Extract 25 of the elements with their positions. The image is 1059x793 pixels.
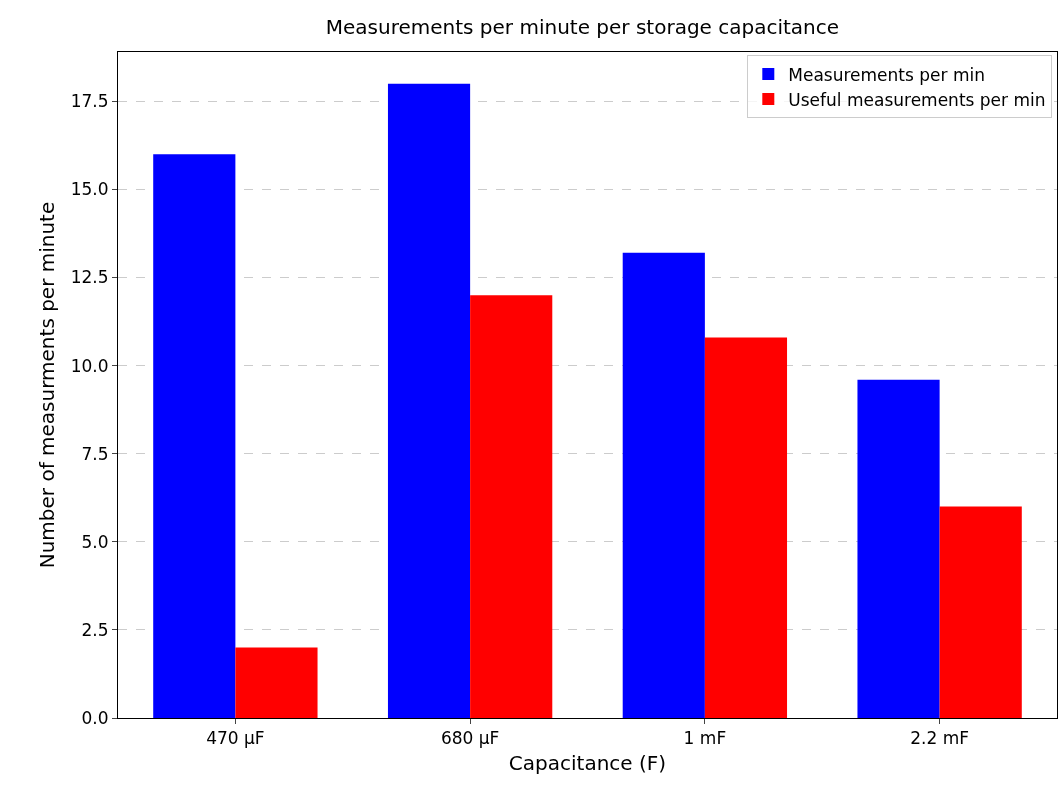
chart-title: Measurements per minute per storage capacitance [325, 14, 840, 39]
x-tick-label: 2.2 mF [910, 728, 970, 749]
bar [153, 154, 236, 718]
legend-label: Useful measurements per min [788, 89, 1046, 110]
x-tick-label: 680 µF [440, 728, 500, 749]
legend-label: Measurements per min [788, 64, 985, 85]
y-tick-label: 12.5 [70, 267, 109, 288]
bar [470, 295, 553, 718]
bar [622, 252, 705, 718]
bar [235, 647, 318, 718]
y-tick-label: 2.5 [81, 619, 109, 640]
x-tick-label: 470 µF [206, 728, 265, 749]
y-tick-label: 5.0 [81, 531, 109, 552]
y-tick-label: 15.0 [70, 179, 109, 200]
x-axis-title: Capacitance (F) [508, 750, 667, 775]
y-tick-label: 7.5 [81, 443, 109, 464]
x-tick-label: 1 mF [683, 728, 727, 749]
y-tick-label: 10.0 [70, 355, 109, 376]
y-tick-label: 17.5 [70, 91, 109, 112]
bar [704, 337, 788, 718]
bar [387, 83, 471, 718]
bar [857, 379, 940, 718]
y-axis-title: Number of measurments per minute [35, 201, 60, 569]
y-tick-label: 0.0 [81, 707, 109, 728]
bar [939, 506, 1022, 718]
